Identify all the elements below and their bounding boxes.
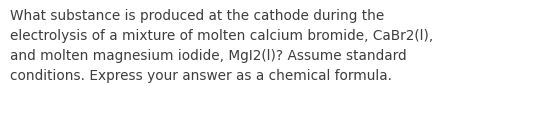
Text: What substance is produced at the cathode during the
electrolysis of a mixture o: What substance is produced at the cathod… [10, 9, 434, 83]
